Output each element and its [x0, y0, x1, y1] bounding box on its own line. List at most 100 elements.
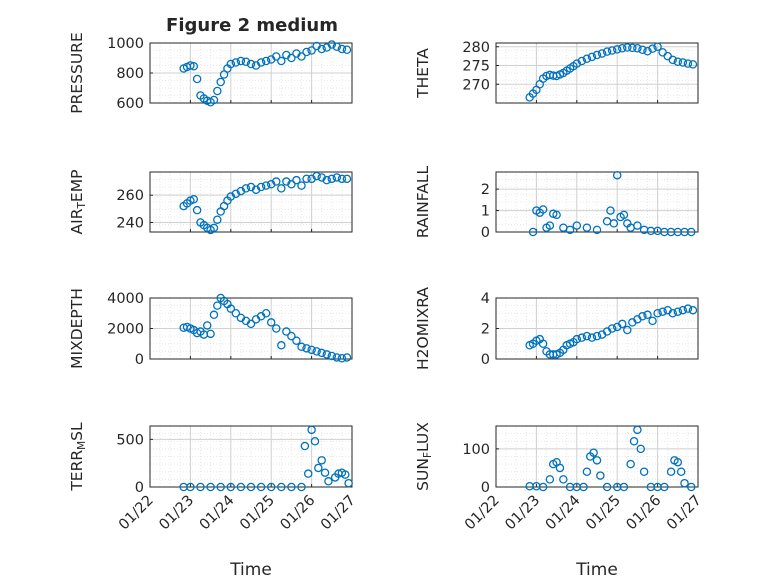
data-point: [582, 467, 592, 476]
grid: [495, 43, 699, 103]
data-point: [307, 345, 316, 355]
y-tick-label: 0: [135, 480, 144, 496]
x-tick-label: 01/22: [116, 493, 157, 534]
axes-box: [149, 297, 353, 360]
data-point: [261, 56, 271, 66]
data-point: [607, 324, 617, 333]
data-point: [256, 482, 266, 492]
data-point: [317, 348, 326, 358]
y-tick-label: 0: [481, 480, 490, 496]
series-markers: [179, 40, 352, 107]
data-point: [643, 310, 652, 320]
axes-box: [149, 42, 353, 104]
data-point: [589, 448, 598, 457]
axes-box: [495, 42, 699, 104]
data-point: [619, 482, 629, 492]
data-point: [653, 42, 662, 52]
axes-box: [495, 425, 699, 488]
data-point: [668, 308, 678, 318]
data-point: [626, 459, 635, 469]
data-point: [213, 215, 222, 224]
data-point: [565, 225, 575, 235]
data-point: [680, 478, 689, 488]
axes-box: [149, 171, 353, 233]
data-point: [582, 223, 592, 232]
data-point: [317, 456, 326, 465]
data-point: [192, 205, 202, 215]
x-tick-label: 01/22: [462, 493, 503, 534]
data-point: [602, 482, 612, 492]
data-point: [261, 308, 271, 318]
x-tick-label: 01/26: [624, 493, 665, 534]
data-point: [209, 95, 219, 105]
data-point: [342, 45, 352, 55]
data-point: [246, 59, 256, 69]
data-point: [241, 184, 251, 193]
x-tick-label: 01/24: [197, 493, 238, 534]
data-point: [342, 174, 352, 184]
y-axis-label: RAINFALL: [414, 165, 432, 238]
axes-box: [495, 297, 699, 360]
data-point: [277, 184, 286, 193]
data-point: [312, 171, 321, 181]
data-point: [673, 457, 683, 467]
data-point: [582, 54, 592, 64]
data-point: [241, 57, 251, 67]
data-point: [587, 52, 597, 62]
y-tick-label: 4000: [107, 291, 144, 307]
data-point: [236, 482, 246, 492]
series-markers: [525, 304, 698, 359]
data-point: [623, 43, 632, 52]
data-point: [287, 180, 296, 189]
data-point: [619, 210, 629, 220]
subplot-6: 0 2 4 H2OMIXRA: [414, 287, 699, 370]
data-point: [342, 353, 352, 362]
data-point: [327, 174, 337, 184]
data-point: [231, 308, 241, 318]
data-point: [303, 469, 313, 478]
data-point: [683, 59, 693, 68]
y-tick-label: 280: [462, 40, 490, 56]
y-axis-label: TERRMSL: [68, 422, 88, 492]
data-point: [673, 57, 683, 67]
data-point: [256, 182, 266, 192]
series-markers: [528, 170, 696, 237]
data-point: [528, 227, 538, 237]
x-tick-label: 01/24: [543, 493, 584, 534]
data-point: [297, 482, 306, 492]
data-point: [226, 482, 236, 492]
series-markers: [179, 171, 352, 235]
data-point: [683, 304, 693, 313]
data-point: [660, 482, 669, 492]
y-tick-label: 2000: [107, 322, 144, 338]
data-point: [216, 77, 225, 87]
data-point: [582, 331, 592, 341]
y-tick-label: 0: [135, 352, 144, 368]
grid: [495, 172, 699, 233]
data-point: [186, 61, 195, 70]
data-point: [297, 181, 306, 190]
data-point: [344, 478, 353, 488]
data-point: [633, 44, 642, 53]
x-tick-label: 01/27: [664, 493, 705, 534]
y-tick-label: 270: [462, 77, 490, 93]
subplot-3: 240 260 AIRTEMP: [68, 170, 353, 235]
series-markers: [179, 293, 352, 363]
data-point: [673, 307, 683, 316]
data-point: [609, 219, 619, 228]
y-tick-label: 600: [116, 96, 144, 112]
data-point: [552, 210, 561, 220]
data-point: [658, 48, 667, 57]
data-point: [213, 86, 222, 96]
data-point: [688, 60, 698, 69]
y-tick-label: 240: [116, 215, 144, 231]
data-point: [213, 301, 222, 310]
data-point: [545, 221, 555, 230]
data-point: [327, 351, 337, 361]
data-point: [196, 482, 205, 492]
data-point: [266, 482, 276, 492]
data-point: [314, 463, 323, 473]
data-point: [300, 441, 310, 451]
